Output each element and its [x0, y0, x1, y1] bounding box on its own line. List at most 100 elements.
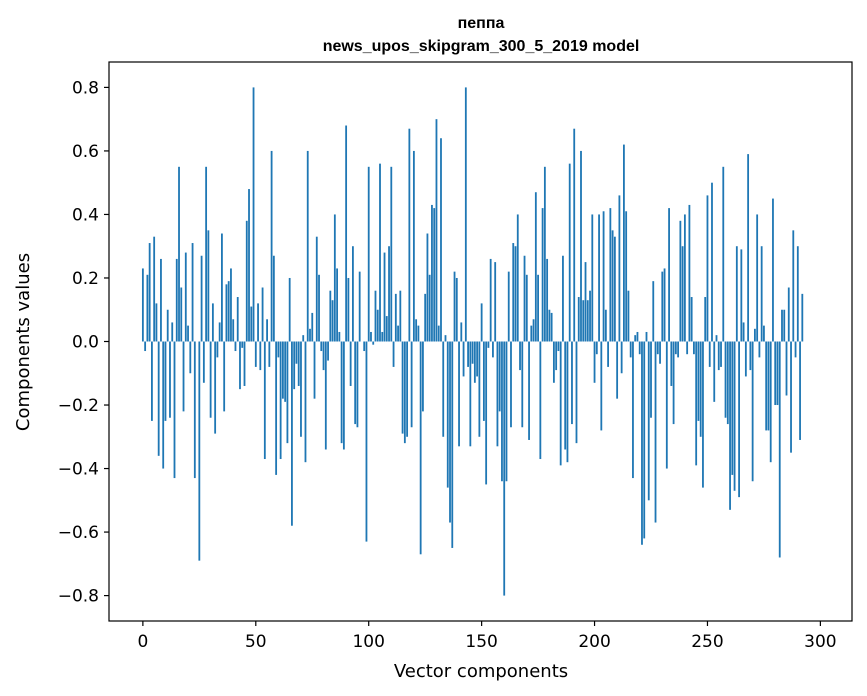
bar	[697, 341, 700, 421]
bar	[184, 252, 187, 342]
bar	[433, 208, 436, 342]
bar	[157, 341, 160, 456]
bar	[471, 341, 474, 364]
bar	[458, 341, 460, 447]
bar	[627, 290, 630, 342]
bar	[187, 325, 189, 342]
bar	[223, 341, 226, 412]
bar	[397, 325, 399, 342]
bar	[284, 341, 287, 402]
bar	[383, 252, 386, 342]
bar	[738, 341, 740, 498]
bar	[272, 255, 275, 342]
y-tick-label: −0.8	[58, 587, 99, 607]
x-tick-label: 150	[465, 632, 497, 652]
bar	[765, 341, 768, 431]
bar	[562, 255, 564, 342]
bar	[338, 331, 341, 342]
bar	[550, 312, 553, 342]
bar	[148, 243, 151, 342]
bar	[613, 236, 616, 342]
bar	[230, 268, 232, 342]
y-tick-label: 0.4	[72, 205, 99, 225]
bar	[668, 208, 670, 342]
bar	[257, 303, 259, 342]
bar	[525, 274, 528, 342]
bar	[760, 246, 763, 342]
bar	[367, 166, 370, 342]
bar	[672, 341, 675, 425]
bar	[623, 144, 625, 342]
bar	[437, 325, 440, 342]
bar	[693, 341, 695, 355]
bar	[476, 341, 479, 377]
bar	[792, 230, 795, 342]
bar	[593, 341, 596, 383]
bar	[742, 322, 745, 342]
bar	[647, 341, 650, 501]
bar	[641, 341, 643, 545]
bar	[225, 284, 228, 342]
bar	[300, 341, 302, 437]
bar	[372, 341, 375, 345]
bar	[370, 331, 372, 342]
bar	[419, 341, 422, 555]
bar	[744, 341, 747, 377]
bar	[401, 341, 404, 434]
x-tick-label: 100	[352, 632, 384, 652]
bar	[455, 277, 458, 342]
bar	[586, 300, 589, 342]
bar	[501, 341, 503, 482]
bar	[659, 341, 661, 364]
bar	[516, 214, 519, 342]
bar	[670, 341, 673, 386]
bar	[681, 246, 684, 342]
bar	[275, 341, 278, 475]
y-tick-label: −0.2	[58, 396, 99, 416]
bar	[776, 341, 779, 406]
bar	[435, 119, 438, 342]
bar	[403, 341, 406, 444]
bar	[318, 274, 320, 342]
bar	[444, 335, 447, 342]
bar	[571, 341, 573, 425]
bar	[674, 341, 677, 355]
bar	[713, 341, 716, 402]
bar	[155, 303, 158, 342]
bar	[304, 341, 307, 463]
bar	[178, 166, 180, 342]
bar	[534, 192, 537, 342]
bar	[618, 195, 621, 342]
bar	[354, 341, 357, 425]
bar	[722, 166, 725, 342]
bar	[245, 220, 248, 342]
bar	[726, 341, 729, 425]
x-tick-label: 300	[804, 632, 836, 652]
bar	[340, 341, 343, 444]
bar	[352, 246, 354, 342]
bar	[311, 312, 314, 342]
bar	[189, 341, 192, 374]
bar	[720, 341, 722, 367]
bar	[336, 268, 338, 342]
bar	[216, 341, 219, 358]
bar	[663, 268, 666, 342]
bar	[521, 341, 524, 428]
bar	[763, 325, 765, 342]
bar	[431, 204, 433, 342]
bar	[661, 271, 664, 342]
bar	[573, 128, 576, 342]
bar	[451, 341, 454, 548]
bar	[320, 341, 323, 352]
bar	[575, 341, 578, 444]
bar	[665, 341, 668, 469]
bar	[767, 341, 770, 431]
bar	[347, 277, 350, 342]
bar	[324, 341, 327, 450]
bar	[202, 341, 205, 383]
bar	[510, 341, 512, 428]
bar	[306, 150, 309, 342]
bar	[410, 341, 413, 428]
bar	[349, 341, 352, 386]
y-axis-label: Components values	[13, 253, 34, 431]
